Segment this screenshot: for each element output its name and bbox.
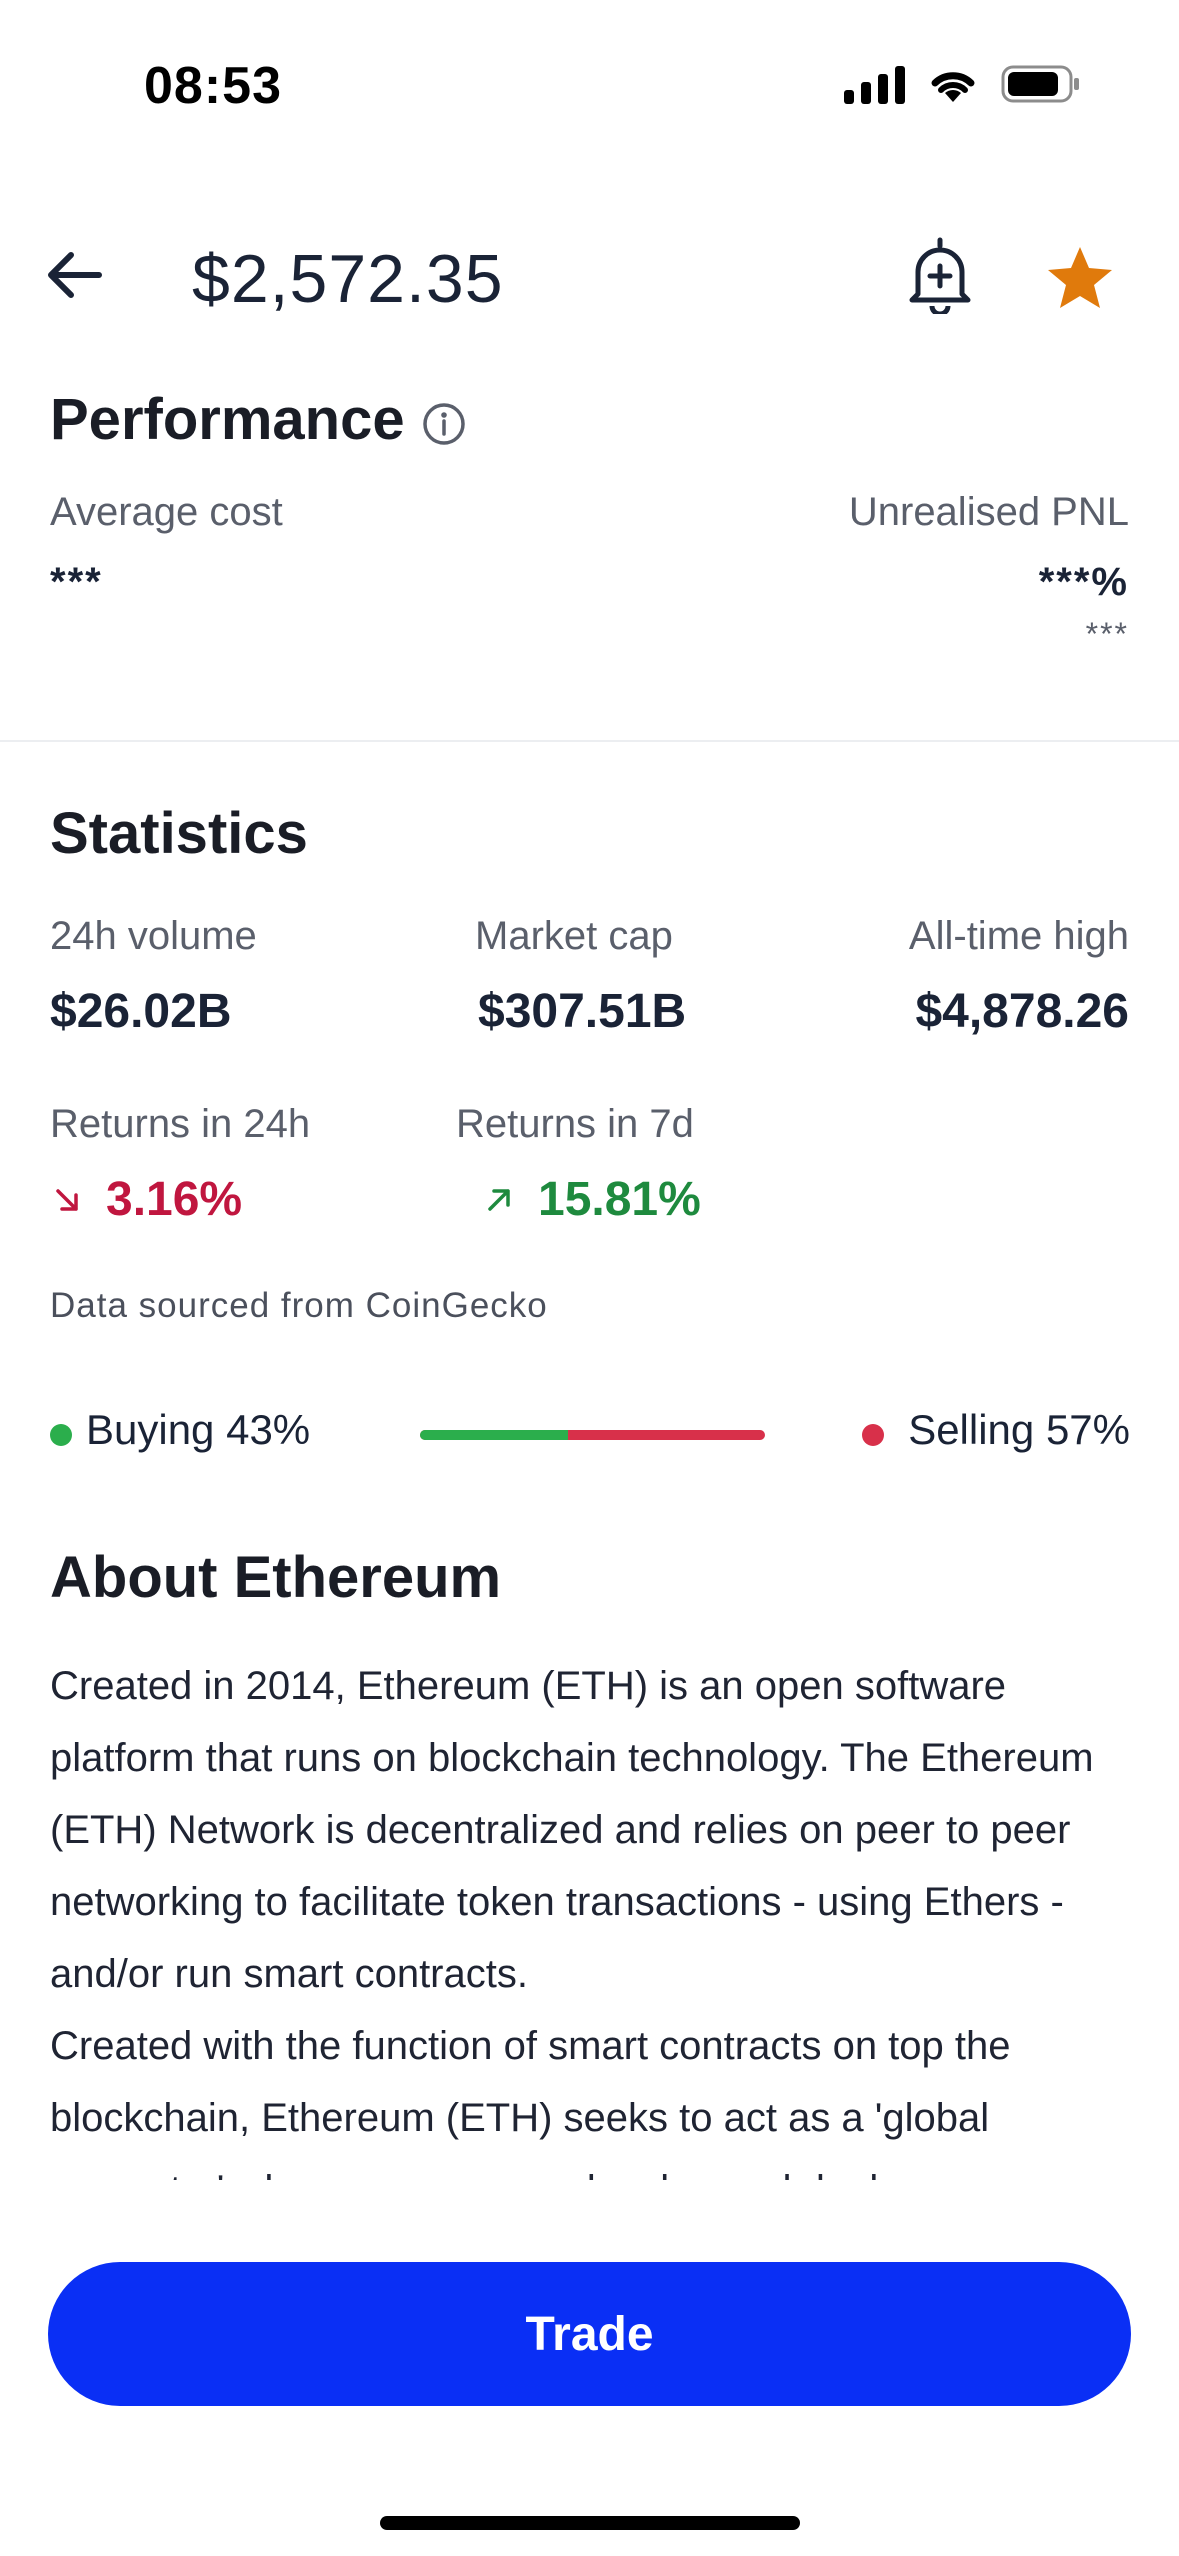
asset-header: $2,572.35: [0, 220, 1179, 330]
data-source-note: Data sourced from CoinGecko: [50, 1286, 548, 1325]
buying-dot: [50, 1424, 72, 1446]
asset-price: $2,572.35: [192, 241, 504, 317]
content-mask: [0, 2180, 1179, 2260]
sentiment-bar: [420, 1430, 765, 1440]
unrealised-pnl-percent: ***%: [1038, 560, 1129, 604]
selling-dot: [862, 1424, 884, 1446]
returns-24h-value: 3.16%: [106, 1173, 243, 1226]
average-cost-label: Average cost: [50, 490, 283, 534]
arrow-down-right-icon: [56, 1188, 78, 1211]
unrealised-pnl-value: ***: [1085, 616, 1129, 652]
returns-7d-value: 15.81%: [538, 1173, 701, 1226]
all-time-high-label: All-time high: [908, 914, 1129, 958]
statistics-title: Statistics: [50, 801, 308, 866]
unrealised-pnl-label: Unrealised PNL: [848, 490, 1129, 534]
battery-icon: [1001, 65, 1079, 103]
performance-section-title: Performance: [50, 386, 467, 453]
arrow-up-right-icon: [488, 1188, 510, 1211]
about-paragraph-1: Created in 2014, Ethereum (ETH) is an op…: [50, 1664, 1094, 1996]
buying-label: Buying 43%: [86, 1406, 311, 1453]
market-cap-value: $307.51B: [478, 985, 687, 1038]
about-title: About Ethereum: [50, 1545, 502, 1610]
status-icons: [844, 64, 1081, 104]
info-icon[interactable]: [421, 401, 467, 447]
trade-button[interactable]: Trade: [48, 2262, 1131, 2406]
section-divider: [0, 740, 1179, 742]
status-bar: 08:53: [0, 0, 1179, 170]
arrow-left-icon: [48, 252, 102, 298]
all-time-high-value: $4,878.26: [915, 985, 1129, 1038]
performance-title: Performance: [50, 387, 405, 452]
returns-24h-label: Returns in 24h: [50, 1102, 311, 1146]
star-icon: [1048, 247, 1112, 308]
about-description: Created in 2014, Ethereum (ETH) is an op…: [50, 1650, 1140, 2226]
returns-7d: 15.81%: [486, 1172, 701, 1227]
price-alert-button[interactable]: [900, 234, 980, 314]
average-cost-value: ***: [50, 560, 103, 604]
status-time: 08:53: [144, 57, 282, 115]
wifi-icon: [931, 72, 975, 102]
home-indicator: [380, 2516, 800, 2530]
sentiment-bar-buying-fill: [420, 1430, 569, 1440]
volume-label: 24h volume: [50, 914, 257, 958]
buy-sell-sentiment: Buying 43% Selling 57%: [50, 1400, 1130, 1470]
market-cap-label: Market cap: [475, 914, 673, 958]
back-button[interactable]: [40, 240, 110, 310]
bell-plus-icon: [909, 237, 971, 314]
returns-24h: 3.16%: [54, 1172, 242, 1227]
selling-label: Selling 57%: [908, 1406, 1130, 1453]
volume-value: $26.02B: [50, 985, 232, 1038]
returns-7d-label: Returns in 7d: [456, 1102, 694, 1146]
favorite-button[interactable]: [1040, 238, 1120, 318]
cellular-signal-icon: [844, 64, 905, 104]
